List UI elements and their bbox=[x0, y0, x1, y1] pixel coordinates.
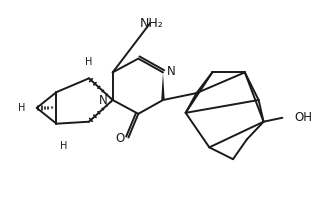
Text: H: H bbox=[17, 103, 25, 113]
Text: N: N bbox=[99, 95, 108, 107]
Text: H: H bbox=[60, 141, 67, 151]
Text: O: O bbox=[115, 132, 125, 145]
Text: OH: OH bbox=[294, 111, 312, 124]
Polygon shape bbox=[161, 72, 165, 100]
Text: NH₂: NH₂ bbox=[140, 17, 164, 29]
Text: N: N bbox=[167, 65, 176, 78]
Text: H: H bbox=[85, 57, 92, 66]
